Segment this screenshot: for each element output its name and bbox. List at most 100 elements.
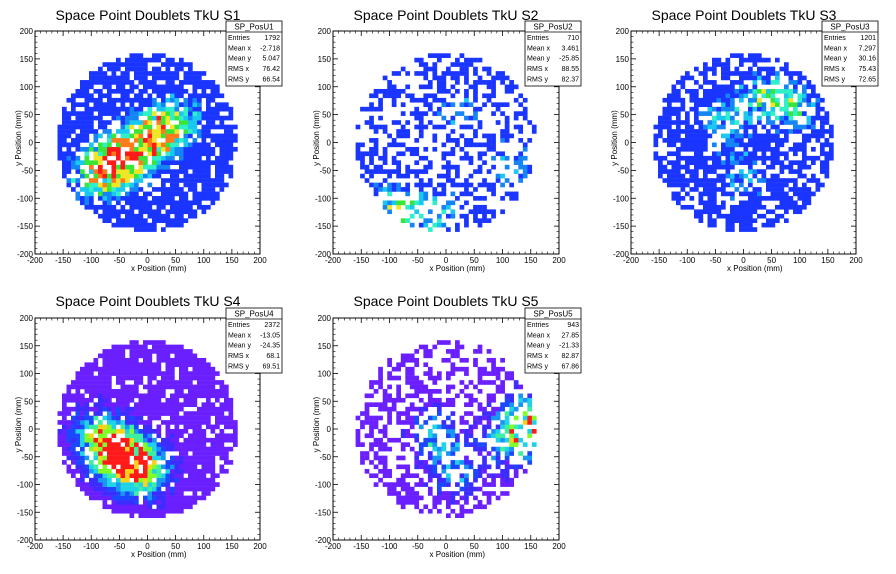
heatmap-cell xyxy=(468,173,474,179)
heatmap-cell xyxy=(161,169,166,174)
heatmap-cell xyxy=(228,124,234,130)
heatmap-cell xyxy=(125,138,130,143)
heatmap-cell xyxy=(685,75,690,81)
heatmap-cell xyxy=(156,142,162,148)
heatmap-cell xyxy=(57,429,63,434)
heatmap-cell xyxy=(459,486,465,492)
heatmap-cell xyxy=(387,482,392,487)
heatmap-cell xyxy=(667,111,672,116)
heatmap-cell xyxy=(477,486,483,492)
heatmap-cell xyxy=(784,200,789,206)
heatmap-cell xyxy=(491,411,496,416)
heatmap-cell xyxy=(116,146,121,152)
heatmap-cell xyxy=(143,204,148,210)
heatmap-cell xyxy=(482,464,487,470)
heatmap-cell xyxy=(477,164,483,170)
heatmap-cell xyxy=(174,357,180,363)
heatmap-cell xyxy=(215,173,220,179)
heatmap-cell xyxy=(504,133,510,139)
heatmap-cell xyxy=(179,88,184,94)
heatmap-cell xyxy=(820,120,825,125)
heatmap-cell xyxy=(500,357,505,363)
heatmap-cell xyxy=(680,204,686,210)
heatmap-cell xyxy=(192,482,198,487)
heatmap-cell xyxy=(219,102,225,108)
heatmap-cell xyxy=(71,433,76,439)
heatmap-cell xyxy=(748,102,753,108)
heatmap-cell xyxy=(414,491,420,496)
heatmap-cell xyxy=(75,142,81,148)
heatmap-cell xyxy=(98,402,103,407)
heatmap-cell xyxy=(473,80,478,85)
heatmap-cell xyxy=(161,178,166,183)
heatmap-cell xyxy=(147,473,153,479)
heatmap-cell xyxy=(71,455,76,461)
heatmap-cell xyxy=(748,138,753,143)
heatmap-cell xyxy=(473,486,478,492)
heatmap-cell xyxy=(423,155,429,161)
heatmap-cell xyxy=(387,133,392,139)
heatmap-cell xyxy=(152,495,157,501)
heatmap-cell xyxy=(62,124,67,130)
heatmap-cell xyxy=(446,169,451,174)
heatmap-cell xyxy=(689,138,695,143)
heatmap-cell xyxy=(98,455,103,461)
heatmap-cell xyxy=(757,178,762,183)
heatmap-cell xyxy=(125,366,130,372)
heatmap-cell xyxy=(71,415,76,421)
heatmap-cell xyxy=(183,477,189,483)
y-tick-label: 200 xyxy=(616,27,630,36)
heatmap-cell xyxy=(80,446,85,452)
heatmap-cell xyxy=(89,384,94,390)
heatmap-cell xyxy=(107,106,112,112)
heatmap-cell xyxy=(766,111,771,116)
heatmap-cell xyxy=(156,486,162,492)
heatmap-cell xyxy=(509,375,514,381)
heatmap-cell xyxy=(125,129,130,134)
heatmap-cell xyxy=(824,111,830,116)
heatmap-cell xyxy=(93,362,99,368)
heatmap-cell xyxy=(156,357,162,363)
heatmap-cell xyxy=(165,384,171,390)
heatmap-cell xyxy=(129,169,135,174)
heatmap-cell xyxy=(482,460,487,465)
heatmap-cell xyxy=(206,371,211,376)
heatmap-cell xyxy=(138,366,144,372)
heatmap-cell xyxy=(161,71,166,76)
heatmap-cell xyxy=(201,142,207,148)
heatmap-cell xyxy=(815,93,821,99)
heatmap-cell xyxy=(396,160,401,165)
heatmap-cell xyxy=(174,142,180,148)
heatmap-cell xyxy=(174,169,180,174)
heatmap-cell xyxy=(66,146,72,152)
heatmap-cell xyxy=(183,362,189,368)
heatmap-cell xyxy=(116,468,121,474)
heatmap-cell xyxy=(387,209,392,215)
heatmap-cell xyxy=(820,151,825,157)
heatmap-cell xyxy=(743,133,749,139)
heatmap-cell xyxy=(170,362,175,368)
heatmap-cell xyxy=(102,213,108,219)
heatmap-cell xyxy=(134,218,139,223)
heatmap-cell xyxy=(405,482,411,487)
heatmap-cell xyxy=(228,129,234,134)
heatmap-cell xyxy=(730,196,735,201)
heatmap-cell xyxy=(84,160,90,165)
heatmap-cell xyxy=(147,464,153,470)
heatmap-cell xyxy=(703,200,708,206)
heatmap-cell xyxy=(107,120,112,125)
heatmap-cell xyxy=(152,75,157,81)
heatmap-cell xyxy=(161,384,166,390)
heatmap-cell xyxy=(206,178,211,183)
heatmap-cell xyxy=(134,477,139,483)
heatmap-cell xyxy=(504,477,510,483)
heatmap-cell xyxy=(80,196,85,201)
heatmap-cell xyxy=(89,477,94,483)
heatmap-cell xyxy=(192,442,198,447)
heatmap-cell xyxy=(491,111,496,116)
heatmap-cell xyxy=(188,460,193,465)
heatmap-cell xyxy=(667,102,672,108)
heatmap-cell xyxy=(766,138,771,143)
heatmap-cell xyxy=(766,222,771,228)
heatmap-cell xyxy=(143,477,148,483)
